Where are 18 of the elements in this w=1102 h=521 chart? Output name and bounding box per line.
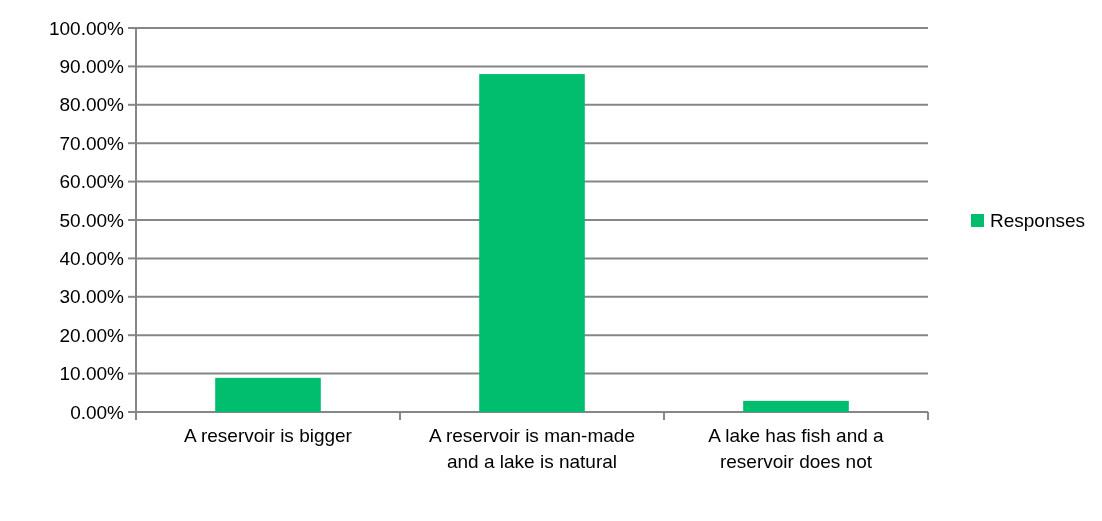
y-tick-label: 40.00%: [59, 248, 125, 270]
y-tick-label: 60.00%: [59, 171, 125, 193]
y-tick-label: 10.00%: [59, 363, 125, 385]
x-tick-label: A reservoir is bigger: [184, 425, 353, 446]
y-tick-label: 80.00%: [59, 94, 125, 116]
bar: [743, 400, 849, 412]
x-tick-label: A reservoir is man-made and a lake is natural: [429, 425, 635, 472]
x-tick-label: A lake has fish and a reservoir does not: [708, 425, 885, 472]
bar: [479, 74, 585, 412]
bar: [215, 377, 321, 412]
y-tick-label: 0.00%: [70, 401, 125, 423]
y-tick-label: 70.00%: [59, 132, 125, 154]
y-tick-label: 30.00%: [59, 286, 125, 308]
y-tick-label: 20.00%: [59, 324, 125, 346]
y-tick-label: 50.00%: [59, 209, 125, 231]
y-tick-label: 90.00%: [59, 56, 125, 78]
legend-label: Responses: [990, 209, 1086, 231]
y-tick-label: 100.00%: [48, 17, 125, 39]
